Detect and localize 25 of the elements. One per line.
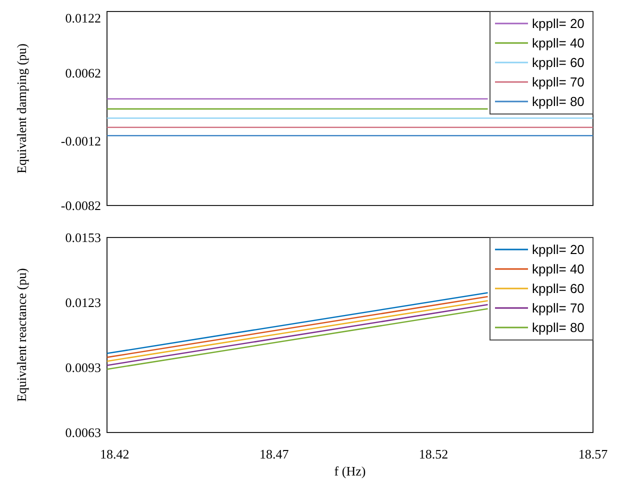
legend-label: kppll= 40 [532,36,584,51]
y-tick-label: 0.0123 [65,295,101,310]
x-tick-label: 18.52 [418,446,448,462]
x-tick-label: 18.47 [259,446,290,462]
legend-label: kppll= 40 [532,262,584,277]
y-tick-label: 0.0122 [65,10,101,26]
legend-label: kppll= 20 [532,242,584,258]
y-tick-label: 0.0062 [65,66,101,81]
x-axis-title: f (Hz) [334,464,366,478]
legend-label: kppll= 70 [532,74,584,90]
legend-label: kppll= 60 [532,55,584,70]
y-tick-label: -0.0012 [60,134,101,149]
y-tick-label: -0.0082 [60,198,101,214]
y-tick-label: 0.0063 [65,425,101,440]
y-tick-label: 0.0093 [65,360,101,376]
y-tick-label: 0.0153 [65,230,101,246]
legend-label: kppll= 20 [532,16,584,32]
x-tick-label: 18.42 [100,446,130,462]
x-tick-label: 18.57 [578,446,608,462]
legend-label: kppll= 70 [532,300,584,316]
y-axis-title: Equivalent damping (pu) [14,44,29,174]
y-axis-title: Equivalent reactance (pu) [14,268,29,402]
legend-label: kppll= 80 [532,94,584,110]
legend-label: kppll= 60 [532,281,584,296]
legend-label: kppll= 80 [532,320,584,336]
